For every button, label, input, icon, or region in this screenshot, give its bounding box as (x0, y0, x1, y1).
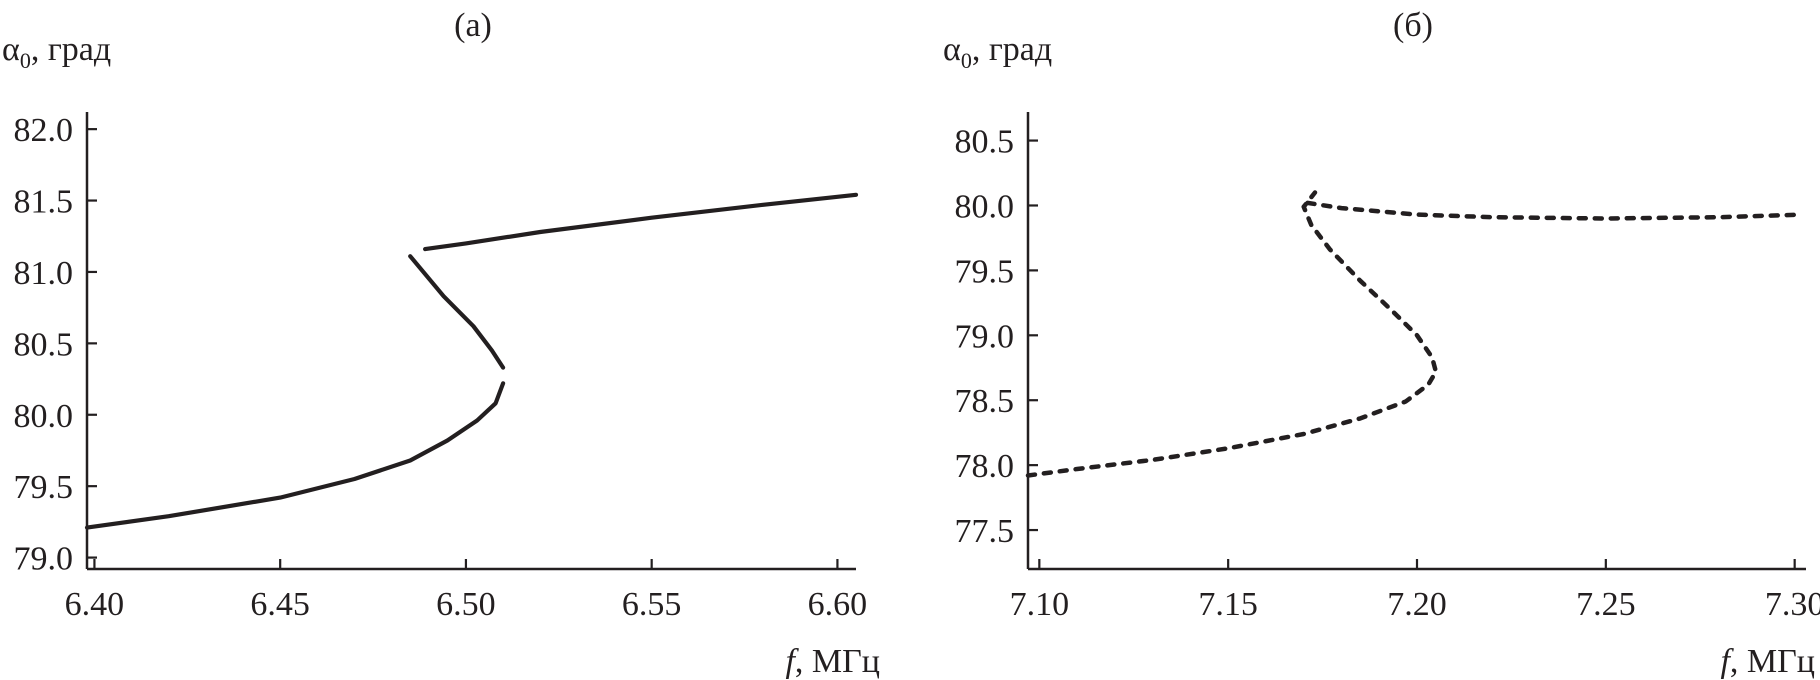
panel-b-y-axis-label: α0, град (943, 31, 1052, 73)
panel-b-y-tick-label: 80.5 (955, 124, 1015, 161)
panel-b-y-tick-label: 80.0 (955, 188, 1015, 225)
panel-b-y-tick-label: 79.5 (955, 253, 1015, 290)
panel-a-x-tick-label: 6.60 (808, 586, 868, 623)
panel-b-y-tick-label: 78.0 (955, 448, 1015, 485)
panel-b: (б) α0, град f, МГц 7.10 7.15 7.20 7.25 7.30… (943, 7, 1820, 680)
panel-b-x-axis-label: f, МГц (1720, 643, 1815, 680)
panel-a-label: (а) (454, 7, 492, 44)
panel-b-series (1025, 190, 1805, 478)
panel-a-series-line (423, 192, 859, 252)
panel-a-x-axis-label: f, МГц (785, 643, 880, 680)
panel-b-x-tick-label: 7.30 (1765, 586, 1820, 623)
panel-a-x-tick-label: 6.45 (250, 586, 310, 623)
panel-a-y-tick-label: 82.0 (14, 112, 74, 149)
panel-b-y-tick-label: 78.5 (955, 383, 1015, 420)
panel-b-x-tick-label: 7.15 (1198, 586, 1258, 623)
panel-b-x-tick-label: 7.10 (1010, 586, 1070, 623)
panel-a-y-tick-label: 79.5 (14, 469, 74, 506)
panel-a-y-tick-label: 81.0 (14, 255, 74, 292)
panel-a-x-tick-label: 6.50 (436, 586, 496, 623)
panel-b-ticks: 7.10 7.15 7.20 7.25 7.30 77.5 78.0 78.5 79.0 79.5… (955, 124, 1820, 623)
panel-a-ticks: 6.40 6.45 6.50 6.55 6.60 79.0 79.5 80.0 80.5 81.0… (14, 112, 868, 623)
panel-b-y-tick-label: 79.0 (955, 318, 1015, 355)
panel-b-series-line (1025, 190, 1439, 478)
panel-a-y-tick-label: 80.5 (14, 326, 74, 363)
panel-b-x-tick-label: 7.20 (1387, 586, 1447, 623)
panel-a-series-line (408, 254, 506, 370)
panel-a-x-tick-label: 6.55 (622, 586, 682, 623)
panel-a-y-tick-label: 79.0 (14, 541, 74, 578)
panel-a-x-tick-label: 6.40 (65, 586, 125, 623)
panel-a-y-tick-label: 80.0 (14, 398, 74, 435)
panel-a: (а) α0, град f, МГц 6.40 6.45 6.50 6.55 6.60… (2, 7, 880, 680)
panel-a-series-line (84, 381, 506, 530)
panel-b-label: (б) (1393, 7, 1433, 44)
panel-a-y-tick-label: 81.5 (14, 184, 74, 221)
panel-a-series (84, 192, 859, 530)
panel-a-y-axis-label: α0, град (2, 31, 111, 73)
panel-b-x-tick-label: 7.25 (1576, 586, 1636, 623)
panel-b-y-tick-label: 77.5 (955, 513, 1015, 550)
panel-b-series-line (1305, 200, 1805, 221)
